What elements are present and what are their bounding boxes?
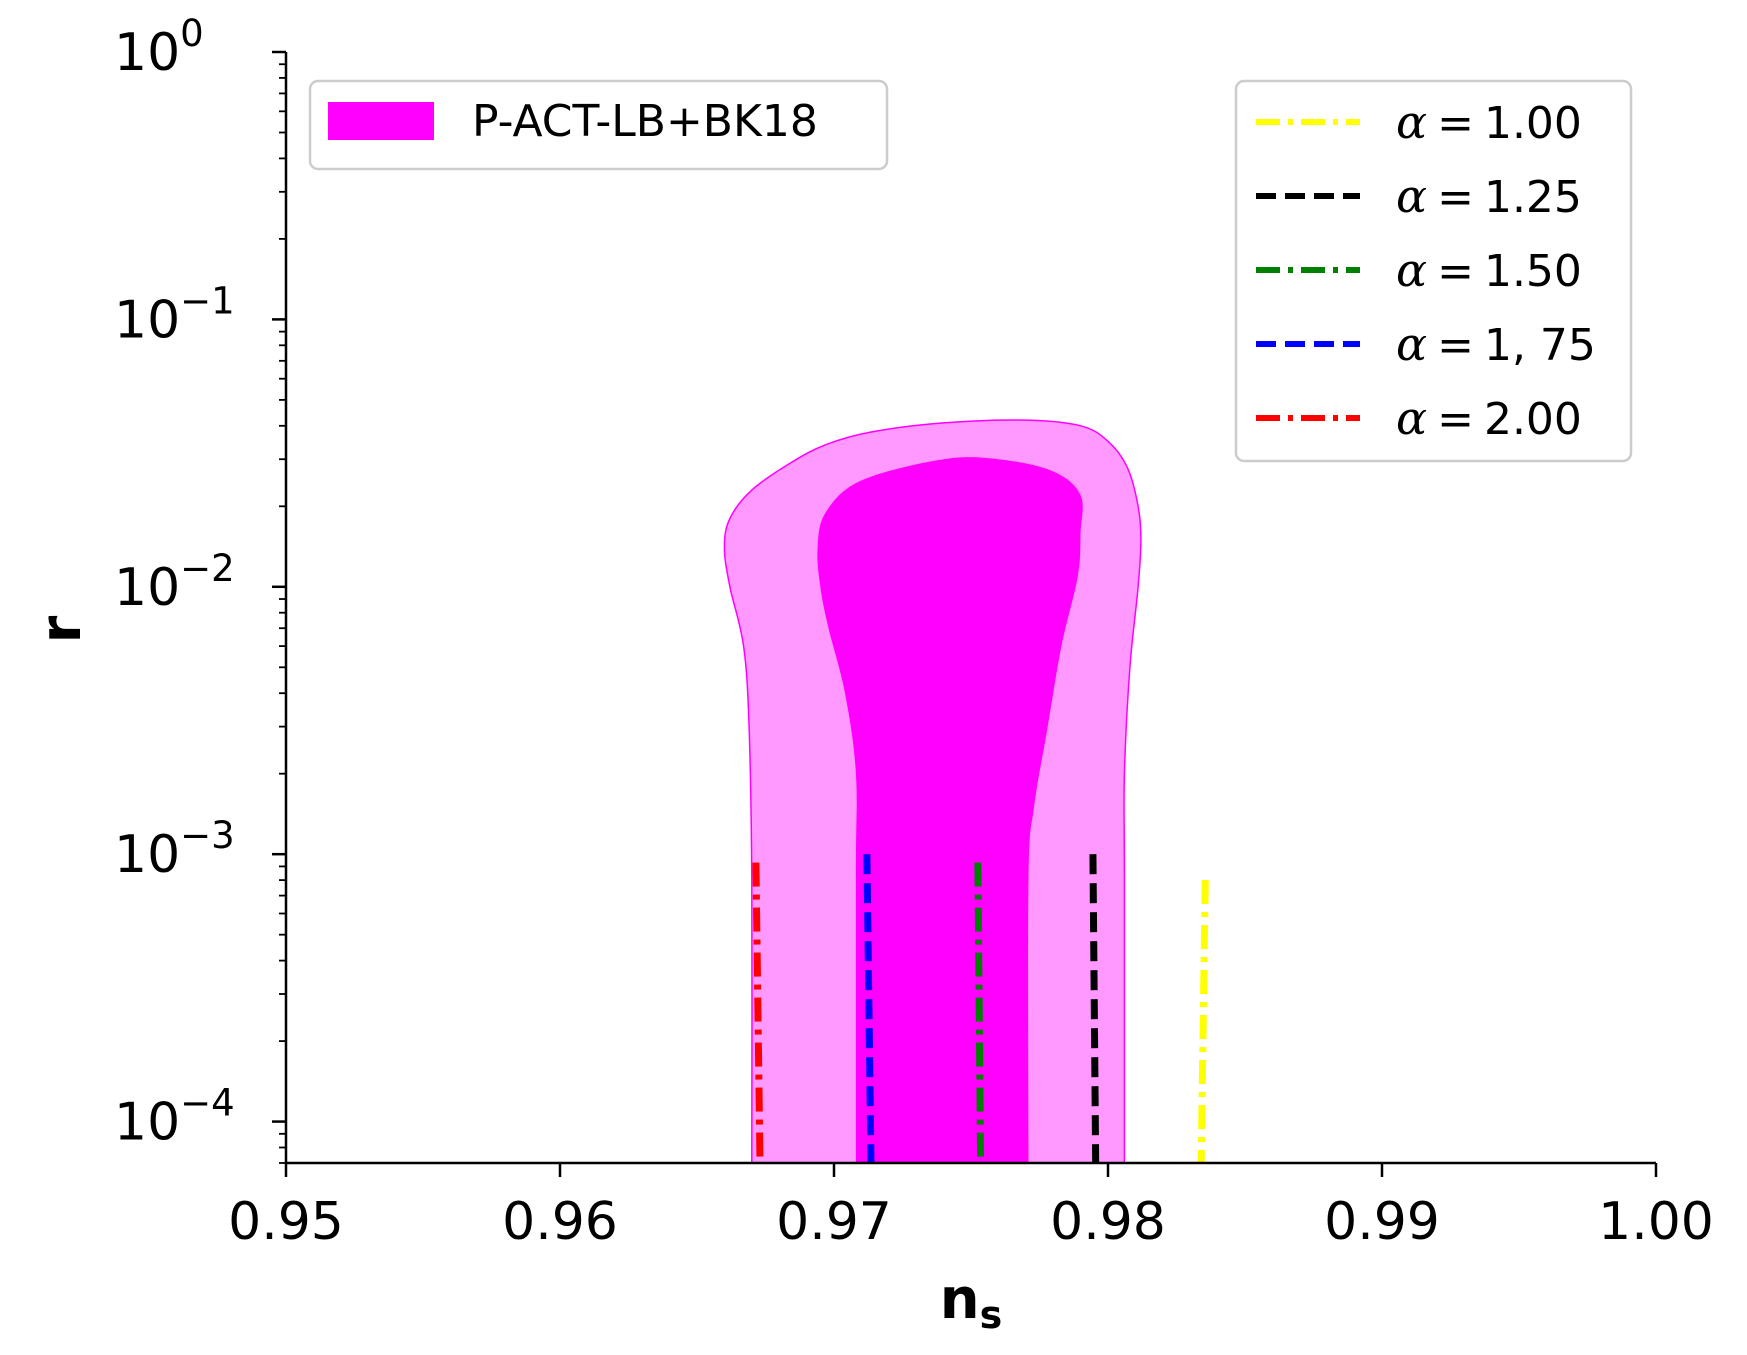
x-axis-title: ns	[940, 1267, 1003, 1337]
alpha-line-5	[752, 862, 764, 1164]
x-tick-label-3: 0.98	[1050, 1192, 1166, 1252]
y-axis-minor-ticks	[279, 63, 286, 1164]
legend-label-contour: P-ACT-LB+BK18	[472, 96, 818, 147]
x-tick-label-2: 0.97	[776, 1192, 892, 1252]
alpha-line-2	[1089, 854, 1100, 1164]
legend-right: α = 1.00 α = 1.25 α = 1.50 α = 1, 75 α = 2.00	[1234, 79, 1633, 463]
legend-left: P-ACT-LB+BK18	[308, 79, 889, 171]
y-axis-ticks: 100 10−1 10−2 10−3 10−4	[114, 12, 286, 1153]
plot-area	[723, 419, 1209, 1164]
alpha-lines	[752, 854, 1209, 1164]
x-tick-label-4: 0.99	[1324, 1192, 1440, 1252]
y-tick-label-2: 10−2	[114, 547, 235, 618]
axes: 0.95 0.96 0.97 0.98 0.99 1.00 100 10−1 10−2 10−3…	[114, 12, 1714, 1252]
legend-right-frame	[1234, 79, 1633, 463]
x-tick-label-5: 1.00	[1598, 1192, 1714, 1252]
y-tick-label-1: 10−1	[114, 279, 235, 350]
legend-left-frame	[308, 79, 889, 171]
alpha-line-1	[1197, 880, 1209, 1164]
legend-label-1: α = 1.00	[1396, 95, 1582, 149]
y-tick-label-0: 100	[114, 12, 204, 83]
x-tick-label-1: 0.96	[502, 1192, 618, 1252]
inner-contour-1sigma	[817, 457, 1083, 1163]
legend-label-4: α = 1, 75	[1396, 317, 1596, 371]
legend-label-3: α = 1.50	[1396, 243, 1582, 297]
y-axis-title: r	[29, 615, 94, 643]
y-tick-label-3: 10−3	[114, 814, 235, 885]
x-axis-ticks: 0.95 0.96 0.97 0.98 0.99 1.00	[228, 1163, 1714, 1252]
legend-swatch-contour	[328, 102, 434, 140]
legend-label-5: α = 2.00	[1396, 391, 1582, 445]
alpha-line-3	[974, 862, 985, 1164]
legend-label-2: α = 1.25	[1396, 169, 1582, 223]
x-tick-label-0: 0.95	[228, 1192, 344, 1252]
y-tick-label-4: 10−4	[114, 1082, 235, 1153]
alpha-line-4	[863, 854, 875, 1164]
